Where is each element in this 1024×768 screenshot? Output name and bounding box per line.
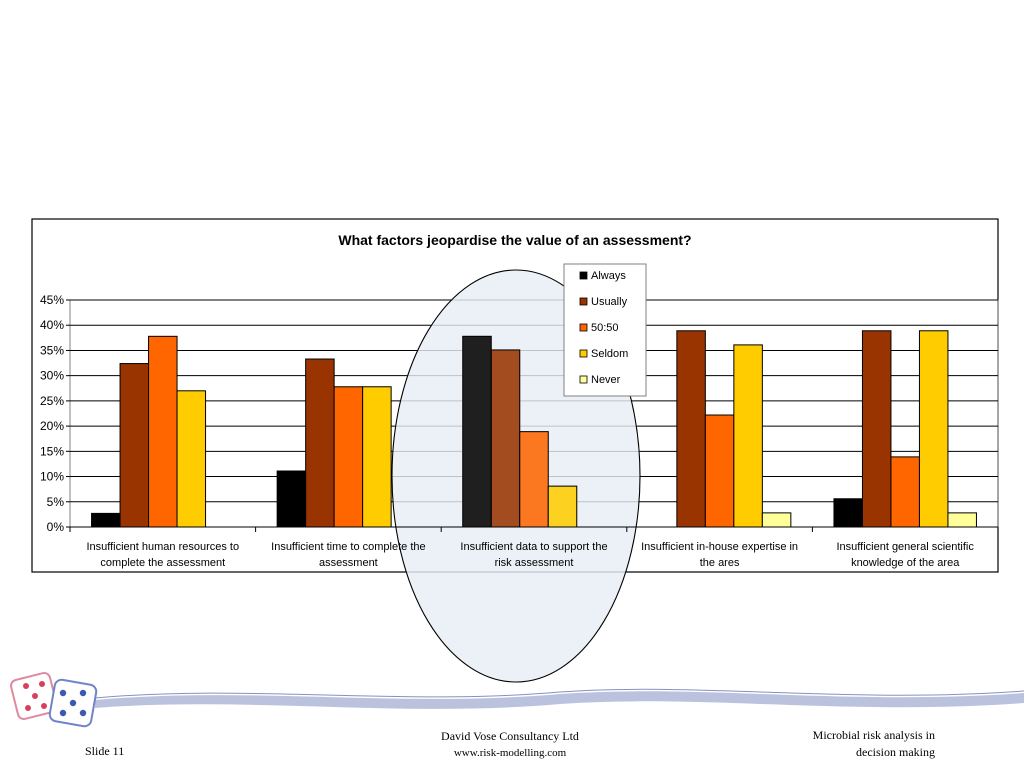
y-tick-label: 25% [40, 394, 64, 408]
legend-swatch-2 [579, 323, 588, 332]
bar-always-0 [91, 512, 121, 528]
category-label-0-line-0: Insufficient human resources to [86, 541, 239, 553]
y-tick-label: 20% [40, 419, 64, 433]
company-name: David Vose Consultancy Ltd [441, 729, 579, 743]
category-label-1-line-0: Insufficient time to complete the [271, 541, 426, 553]
legend-swatch-4 [579, 375, 588, 384]
y-tick-label: 40% [40, 318, 64, 332]
y-tick-label: 30% [40, 369, 64, 383]
bar-usually-4 [861, 330, 892, 528]
chart-title: What factors jeopardise the value of an … [338, 232, 691, 248]
bar-seldom-3 [733, 344, 763, 528]
bar-50-50-1 [333, 386, 364, 528]
bar-usually-3 [676, 330, 706, 528]
highlighted-bar-seldom [547, 485, 578, 528]
category-label-2-line-0: Insufficient data to support the [460, 541, 607, 553]
bar-seldom-0 [176, 390, 207, 528]
y-tick-label: 5% [47, 495, 65, 509]
legend-swatch-0 [579, 271, 588, 280]
category-label-2-line-1: risk assessment [495, 557, 574, 569]
company-website: www.risk-modelling.com [454, 747, 567, 759]
legend-box [563, 263, 647, 397]
legend: Always Usually 50:50 Seldom Never [563, 263, 647, 397]
dice-logo-icon [10, 672, 98, 728]
bar-always-1 [276, 470, 307, 528]
category-label-1-line-1: assessment [319, 557, 378, 569]
legend-swatch-3 [579, 349, 588, 358]
slide-number: Slide 11 [85, 744, 124, 758]
highlighted-bar-50-50 [519, 431, 549, 528]
bar-50-50-0 [148, 335, 178, 528]
y-axis-tick-labels: 0% 5% 10% 15% 20% 25% 30% 35% 40% 45% [40, 293, 64, 534]
legend-swatch-1 [579, 297, 588, 306]
bar-usually-1 [305, 358, 335, 528]
footer-wave-decoration [94, 688, 1024, 709]
category-label-0-line-1: complete the assessment [100, 557, 225, 569]
bar-always-4 [833, 498, 863, 528]
y-tick-label: 35% [40, 343, 64, 357]
highlighted-bar-usually [490, 349, 521, 528]
legend-label-1: Usually [591, 296, 628, 308]
legend-label-3: Seldom [591, 348, 628, 360]
category-label-4-line-1: knowledge of the area [851, 557, 960, 569]
bar-50-50-3 [704, 414, 735, 528]
bar-never-3 [761, 512, 792, 528]
y-tick-label: 45% [40, 293, 64, 307]
bar-50-50-4 [890, 456, 920, 528]
y-tick-label: 10% [40, 470, 64, 484]
x-axis [69, 526, 999, 532]
x-axis-category-labels: Insufficient human resources to complete … [86, 541, 974, 569]
bar-seldom-4 [918, 330, 949, 528]
legend-label-0: Always [591, 270, 626, 282]
category-label-3-line-0: Insufficient in-house expertise in [641, 541, 798, 553]
y-tick-label: 0% [47, 520, 65, 534]
highlighted-bar-always [462, 335, 492, 528]
subject-line-2: decision making [856, 745, 935, 759]
bar-seldom-1 [362, 386, 392, 528]
legend-label-4: Never [591, 374, 621, 386]
bar-usually-0 [119, 363, 150, 528]
legend-label-2: 50:50 [591, 322, 619, 334]
category-label-4-line-0: Insufficient general scientific [837, 541, 975, 553]
subject-line-1: Microbial risk analysis in [813, 728, 935, 742]
y-tick-label: 15% [40, 444, 64, 458]
category-label-3-line-1: the ares [700, 557, 740, 569]
bar-never-4 [947, 512, 977, 528]
